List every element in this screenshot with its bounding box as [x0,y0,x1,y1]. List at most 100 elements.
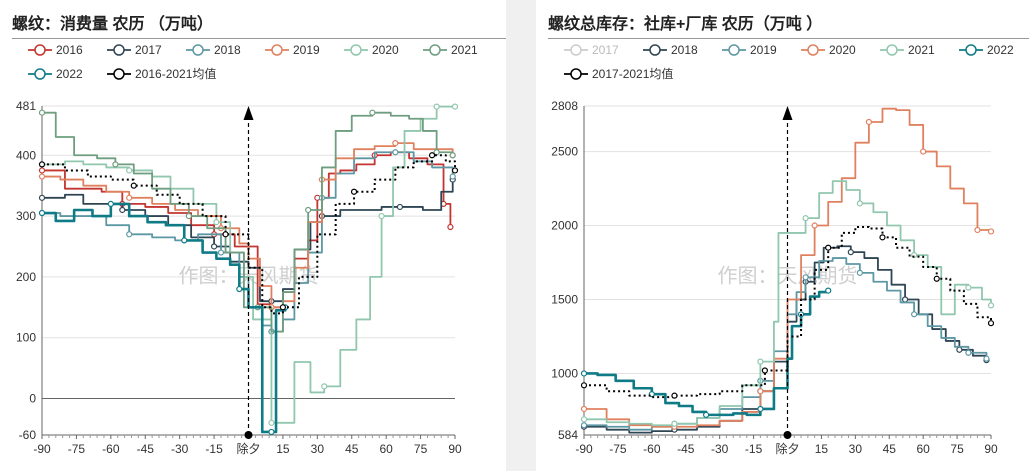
series-line-2016-2021均值 [42,154,456,315]
legend-swatch-marker [350,44,362,56]
series-point [181,237,188,244]
legend-label: 2016 [56,43,83,57]
legend-swatch-marker [807,44,819,56]
series-point [879,234,886,241]
series-point [580,405,588,413]
series-point [378,212,385,220]
x-tick-label: 15 [815,442,829,456]
series-point [130,182,137,189]
y-tick-label: 1000 [551,366,578,380]
legend-swatch-marker [113,68,125,80]
x-tick-label: -75 [68,442,86,456]
series-point [825,287,832,294]
series-point [268,428,275,436]
series-point [392,139,399,147]
series-point [451,103,459,110]
legend-label: 2022 [56,67,83,81]
x-tick-label: -60 [643,442,661,456]
inventory-chart: 584 1000 1500 2000 2500 2808 -90 -75 -60 -45 -30 -1… [551,43,1014,456]
x-tick-label: 45 [345,442,359,456]
series-point [321,383,328,390]
series-point [901,296,909,303]
series-line-2021 [584,180,992,427]
series-point [911,311,918,318]
title-underline [12,38,506,39]
series-point [279,304,287,311]
x-tick-label: -30 [711,442,729,456]
series-point [802,274,809,281]
chart-title: 螺纹：消费量 农历 （万吨） [12,16,213,33]
y-tick-label: 100 [16,331,36,345]
series-line-2018 [584,245,988,434]
series-point [757,358,764,365]
legend-swatch-marker [965,44,977,56]
legend-label: 2018 [214,43,241,57]
series-point [671,420,678,427]
series-point [974,226,981,234]
legend-swatch-marker [570,44,582,56]
legend-swatch-marker [192,44,204,56]
x-tick-label: -15 [205,442,223,456]
legend-label: 2020 [829,43,856,57]
legend-label: 2021 [451,43,478,57]
series-point [126,231,133,238]
y-tick-label: 300 [16,209,36,223]
legend-label: 2021 [908,43,935,57]
series-point [920,148,927,155]
series-point [222,231,229,238]
legend-label: 2019 [293,43,320,57]
x-tick-label: 15 [276,442,290,456]
legend-swatch-marker [649,44,661,56]
legend-label: 2020 [372,43,399,57]
x-tick-label: 30 [849,442,863,456]
x-tick-label: -45 [137,442,155,456]
series-point [433,149,440,156]
legend-swatch-marker [271,44,283,56]
series-point [449,173,456,180]
series-point [447,223,454,231]
series-point [119,206,126,214]
x-tick-label: 90 [448,442,462,456]
series-point [761,367,768,374]
series-point [433,103,440,110]
legend-label: 2017 [592,43,619,57]
new-year-marker-arrow [782,106,793,120]
y-tick-label: 584 [558,428,578,442]
series-point [38,209,46,217]
series-point [965,284,972,291]
series-point [987,302,995,309]
consumption-chart: -60 0 100 200 300 400 481 -90 -75 -60 -45 -30 -15 除夕 1… [16,43,478,456]
series-point [987,228,995,235]
series-line-2022 [42,202,287,434]
series-point [580,422,588,429]
new-year-marker-dot [783,431,792,439]
series-point [757,405,764,413]
series-point [38,161,46,168]
series-point [671,392,678,399]
series-point [305,206,312,214]
series-point [580,370,588,377]
legend-swatch-marker [34,44,46,56]
legend-label: 2019 [750,43,777,57]
x-tick-label: 75 [414,442,428,456]
x-tick-label: 60 [379,442,393,456]
x-tick-label: 60 [916,442,930,456]
y-tick-label: 481 [16,99,36,113]
series-point [38,194,46,201]
series-point [268,419,275,426]
series-point [107,200,114,208]
y-tick-label: 2000 [551,219,578,233]
legend-label: 2022 [987,43,1014,57]
series-point [369,109,376,116]
y-tick-label: 1500 [551,292,578,306]
legend-swatch-marker [570,68,582,80]
series-point [217,249,225,256]
x-tick-label: 除夕 [775,441,799,456]
chart-panel-inventory: 螺纹总库存：社库+厂库 农历（万吨 ） 584 1000 1500 2000 2500 2… [536,0,1029,471]
x-tick-label: -90 [33,442,51,456]
series-point [580,416,588,423]
series-point [38,173,46,180]
x-tick-label: -15 [745,442,763,456]
series-point [210,243,218,250]
series-point [185,212,192,220]
